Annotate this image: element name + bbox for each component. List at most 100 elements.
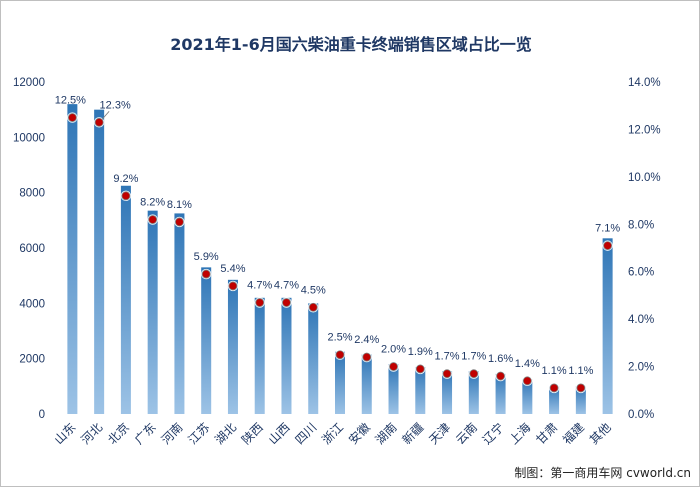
right-tick-label: 6.0% (628, 267, 654, 279)
category-label: 浙江 (319, 420, 346, 447)
percentage-marker (335, 350, 345, 360)
percentage-series: 12.5% 12.3%9.2%8.2% 8.1%5.9%5.4%4.7% 4.7% 4.… (55, 95, 620, 394)
data-label: 2.4% (354, 334, 379, 346)
data-label: 2.0% (381, 344, 406, 356)
data-label: 1.9% (408, 346, 433, 358)
data-label: 2.5% (327, 332, 352, 344)
left-tick-label: 10000 (13, 132, 45, 144)
data-label: 1.1% (542, 365, 567, 377)
percentage-marker (121, 191, 131, 201)
bar (94, 109, 105, 415)
data-label: 1.7% (435, 351, 460, 363)
bar (602, 238, 613, 414)
percentage-marker (201, 269, 211, 279)
bar (388, 364, 399, 414)
bar (174, 213, 185, 414)
bar (442, 371, 453, 414)
category-label: 天津 (426, 420, 453, 447)
bar (495, 373, 506, 414)
right-tick-label: 12.0% (628, 124, 661, 136)
leader-line (101, 111, 110, 120)
data-label: 1.4% (515, 358, 540, 370)
right-tick-label: 8.0% (628, 219, 654, 231)
data-label: 1.6% (488, 353, 513, 365)
percentage-marker (94, 117, 104, 127)
percentage-marker (148, 215, 158, 224)
bar (67, 104, 78, 414)
percentage-marker (549, 383, 559, 393)
percentage-marker (522, 376, 532, 386)
bar (281, 297, 292, 414)
bar (335, 351, 345, 414)
percentage-marker (496, 371, 505, 381)
category-label: 陕西 (238, 420, 266, 448)
data-label: 9.2% (113, 173, 138, 185)
percentage-marker (175, 217, 184, 227)
category-label: 辽宁 (479, 420, 507, 448)
percentage-marker (362, 352, 372, 362)
percentage-marker (389, 362, 398, 371)
category-label: 四川 (292, 420, 319, 447)
left-tick-label: 8000 (19, 188, 45, 200)
right-tick-label: 10.0% (628, 172, 661, 184)
percentage-marker (469, 369, 479, 379)
data-label: 12.5% (55, 95, 86, 107)
percentage-marker (576, 383, 586, 393)
percentage-marker (308, 302, 318, 312)
category-label: 上海 (506, 420, 534, 448)
data-label: 1.7% (461, 351, 486, 363)
percentage-marker (67, 113, 77, 122)
bar (361, 354, 372, 414)
bar-series (67, 104, 613, 415)
left-y-axis: 0 2000 4000 6000 8000 10000 12000 (13, 77, 45, 421)
category-label: 安徽 (345, 420, 373, 448)
category-label: 广东 (132, 420, 159, 447)
percentage-marker (255, 298, 265, 307)
percentage-marker (228, 281, 238, 291)
right-tick-label: 4.0% (628, 314, 654, 326)
category-label: 北京 (105, 420, 132, 447)
right-y-axis: 0.0% 2.0% 4.0% 6.0% 8.0% 10.0% 12.0% 14.0% (628, 77, 661, 421)
bar (415, 366, 426, 414)
left-tick-label: 4000 (19, 298, 45, 310)
category-label: 云南 (452, 420, 480, 448)
data-label: 1.1% (568, 365, 593, 377)
bar (201, 267, 212, 414)
credit-text: 制图：第一商用车网 cvworld.cn (514, 466, 691, 480)
category-label: 其他 (587, 420, 614, 447)
data-label: 12.3% (100, 99, 131, 111)
category-label: 河南 (158, 420, 186, 448)
category-label: 河北 (78, 420, 105, 447)
bar (549, 386, 560, 414)
category-label: 湖南 (372, 420, 400, 448)
percentage-marker (415, 364, 425, 374)
data-label: 4.7% (274, 280, 299, 292)
category-label: 江苏 (185, 420, 212, 447)
category-label: 新疆 (399, 420, 427, 448)
bar (254, 297, 265, 414)
category-label: 山西 (266, 420, 293, 447)
x-axis-categories: 山东 河北 北京 广东 河南 江苏 湖北 陕西 山西 四川 浙江 安徽 湖南 新疆 天津 云南 辽宁 上海 甘肃 福建… (52, 420, 614, 448)
right-tick-label: 14.0% (628, 77, 661, 89)
data-label: 7.1% (595, 223, 620, 235)
percentage-marker (282, 298, 291, 307)
category-label: 甘肃 (533, 420, 560, 447)
percentage-marker (603, 241, 613, 251)
bar (308, 303, 319, 414)
category-label: 福建 (559, 420, 587, 448)
data-label: 4.5% (301, 284, 326, 296)
bar (468, 371, 479, 414)
left-tick-label: 2000 (19, 354, 45, 366)
data-label: 8.1% (167, 199, 192, 211)
left-tick-label: 0 (39, 409, 45, 421)
bar (120, 185, 131, 414)
chart-title: 2021年1-6月国六柴油重卡终端销售区域占比一览 (170, 35, 532, 54)
bar (227, 279, 238, 414)
data-label: 5.9% (194, 251, 219, 263)
bar (522, 379, 533, 414)
category-label: 山东 (52, 420, 79, 447)
percentage-marker (442, 369, 452, 379)
left-tick-label: 12000 (13, 77, 45, 89)
